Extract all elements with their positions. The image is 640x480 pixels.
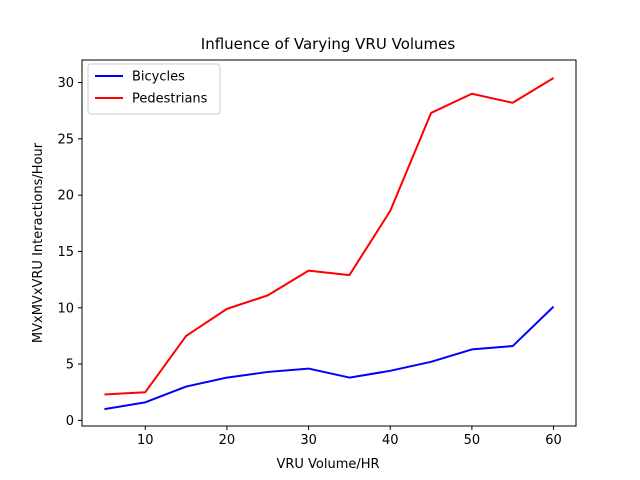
data-point-bicycles: [267, 371, 269, 373]
y-tick-label: 30: [57, 76, 74, 91]
y-tick-label: 15: [57, 245, 74, 260]
x-tick-label: 60: [545, 433, 562, 448]
x-tick-label: 20: [219, 433, 236, 448]
x-tick-label: 50: [464, 433, 481, 448]
data-point-pedestrians: [348, 274, 350, 276]
series-line-pedestrians: [104, 77, 555, 396]
data-point-pedestrians: [267, 294, 269, 296]
y-tick-label: 20: [57, 189, 74, 204]
y-axis-label: MVxMVxVRU Interactions/Hour: [31, 142, 46, 343]
data-point-pedestrians: [185, 335, 187, 337]
series-layer: [103, 77, 555, 411]
y-axis-ticks: 0 5 10 15 20 25 30: [57, 76, 82, 429]
y-tick-label: 25: [57, 132, 74, 147]
legend-items: Bicycles Pedestrians: [95, 70, 208, 107]
y-tick-label: 0: [66, 414, 74, 429]
data-point-bicycles: [389, 370, 391, 372]
data-point-bicycles: [430, 361, 432, 363]
data-point-bicycles: [185, 386, 187, 388]
x-axis-label: VRU Volume/HR: [276, 457, 379, 472]
x-axis-ticks: 10 20 30 40 50 60: [137, 426, 562, 448]
data-point-bicycles: [226, 377, 228, 379]
legend-label-pedestrians: Pedestrians: [132, 92, 208, 107]
series-line-bicycles: [104, 305, 555, 411]
y-tick-label: 10: [57, 301, 74, 316]
data-point-pedestrians: [103, 393, 105, 395]
data-point-bicycles: [144, 401, 146, 403]
data-point-bicycles: [308, 368, 310, 370]
data-point-bicycles: [512, 345, 514, 347]
y-tick-label: 5: [66, 358, 74, 373]
data-point-pedestrians: [226, 308, 228, 310]
data-point-bicycles: [471, 348, 473, 350]
plot-area-frame: [81, 59, 577, 427]
data-point-bicycles: [348, 377, 350, 379]
data-point-pedestrians: [430, 112, 432, 114]
data-point-bicycles: [553, 306, 555, 308]
x-tick-label: 40: [382, 433, 399, 448]
legend-label-bicycles: Bicycles: [132, 70, 185, 85]
data-point-bicycles: [103, 408, 105, 410]
data-point-pedestrians: [144, 391, 146, 393]
chart-title: Influence of Varying VRU Volumes: [201, 35, 456, 53]
x-tick-label: 10: [137, 433, 154, 448]
x-tick-label: 30: [300, 433, 317, 448]
data-point-pedestrians: [512, 102, 514, 104]
data-point-pedestrians: [308, 270, 310, 272]
data-point-pedestrians: [553, 77, 555, 79]
data-point-pedestrians: [389, 210, 391, 212]
legend: Bicycles Pedestrians: [87, 63, 221, 115]
data-point-pedestrians: [471, 93, 473, 95]
